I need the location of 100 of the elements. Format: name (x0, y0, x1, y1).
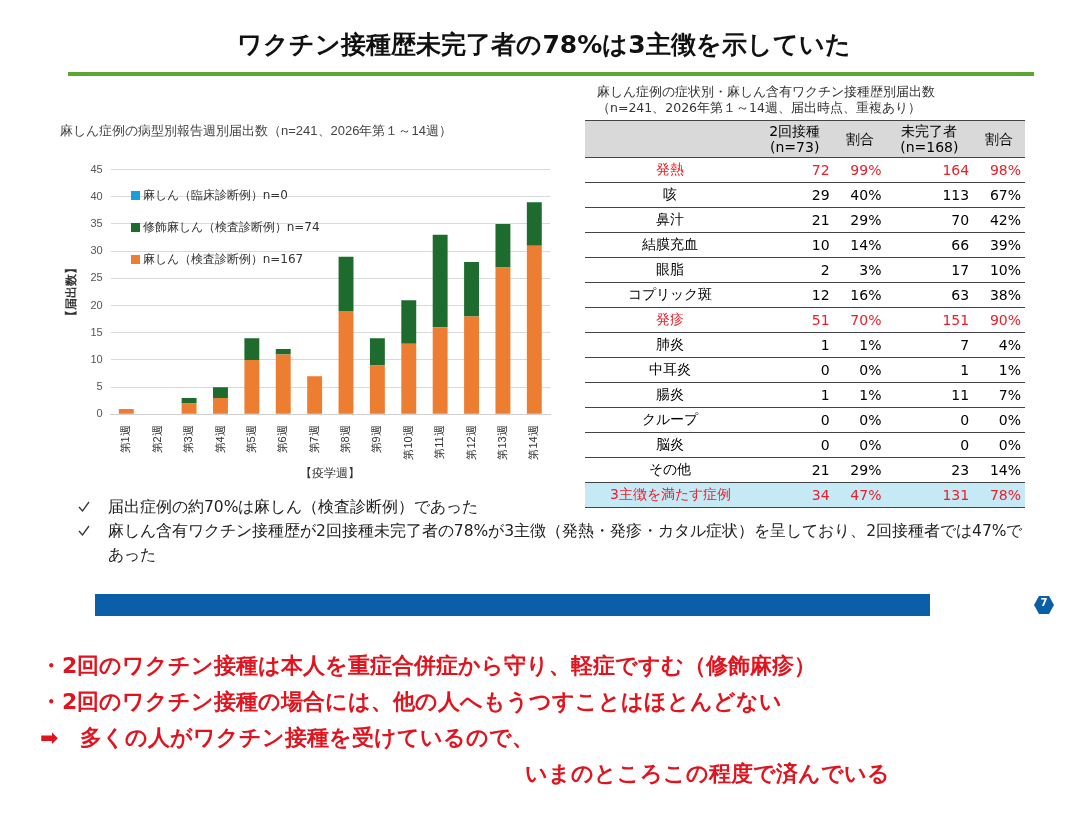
bar (275, 349, 291, 355)
text: ワクチン接種歴未完了者の78%は3主徴を示していた (236, 29, 852, 61)
text: 29% (850, 212, 882, 228)
category-label: 結膜充血 (642, 236, 699, 252)
text: ・2回のワクチン接種の場合には、他の人へもうつすことはほとんどない (40, 688, 784, 716)
text: 98% (989, 162, 1021, 178)
text: 151 (942, 312, 970, 328)
text: 34 (811, 487, 830, 503)
y-tick-label: 5 (96, 380, 103, 393)
text: ➡ 多くの人がワクチン接種を受けているので、 (40, 724, 536, 752)
text: 70 (951, 212, 970, 228)
text: 38% (989, 287, 1021, 303)
text: 72 (811, 162, 830, 178)
text: 0% (859, 437, 882, 453)
text: 21 (811, 462, 830, 478)
category-label: 咳 (663, 186, 678, 202)
text: 11 (951, 387, 970, 403)
x-tick-label: 第6週 (276, 425, 289, 454)
text: 0 (820, 362, 830, 378)
bar (369, 338, 385, 366)
category-label: クループ (642, 411, 699, 427)
bar (213, 398, 228, 414)
category-label: 発疹 (656, 311, 685, 327)
category-label: 中耳炎 (649, 361, 692, 377)
text: 21 (811, 212, 830, 228)
bar (432, 234, 448, 328)
legend-label: 修飾麻しん（検査診断例）n=74 (142, 219, 320, 237)
legend-label: 麻しん（検査診断例）n=167 (142, 251, 304, 269)
text: 届出症例の約70%は麻しん（検査診断例）であった (108, 498, 479, 516)
x-tick-label: 第12週 (464, 425, 477, 460)
y-tick-label: 10 (90, 353, 103, 365)
bar (118, 408, 134, 414)
text: 1 (820, 387, 830, 403)
x-tick-label: 第7週 (307, 425, 320, 454)
text: 0 (960, 412, 970, 428)
category-label: 2回接種 (n=73) (755, 120, 834, 158)
text: 7 (1039, 597, 1049, 608)
x-tick-label: 第13週 (495, 425, 508, 460)
text: 51 (811, 312, 830, 328)
text: 0 (820, 437, 830, 453)
text: 63 (951, 287, 970, 303)
x-tick-label: 第1週 (119, 425, 132, 454)
text: 2 (820, 262, 830, 278)
bar (244, 338, 260, 360)
bar (464, 262, 479, 317)
text: 67% (989, 187, 1021, 203)
y-axis-title: 【届出数】 (63, 261, 78, 322)
text: 麻しん含有ワクチン接種歴が2回接種未完了者の78%が3主徴（発熱・発疹・カタル症状）を呈しており、2回接種者では47%であった (107, 521, 1024, 566)
text: 29 (811, 187, 830, 203)
category-label: 腸炎 (656, 386, 685, 402)
text: 0% (998, 437, 1021, 453)
bar (244, 359, 260, 414)
bar (307, 376, 323, 414)
y-tick-label: 0 (96, 407, 103, 420)
bar (369, 365, 385, 414)
text: ・2回のワクチン接種は本人を重症合併症から守り、軽症ですむ（修飾麻疹） (40, 652, 818, 680)
x-tick-label: 第4週 (213, 425, 226, 454)
text: 29% (850, 462, 882, 478)
text: 7% (998, 387, 1021, 403)
text: 10 (811, 237, 830, 253)
x-axis-title: 【疫学週】 (300, 466, 361, 481)
y-tick-label: 35 (90, 217, 103, 230)
y-tick-label: 15 (90, 325, 103, 338)
category-label: コプリック斑 (628, 286, 713, 302)
x-tick-label: 第14週 (527, 425, 540, 460)
text: 78% (989, 487, 1021, 503)
text: 0% (859, 412, 882, 428)
bar (495, 223, 511, 268)
text: 4% (998, 337, 1021, 353)
text: 66 (951, 237, 970, 253)
text: 0% (998, 412, 1021, 428)
text: （n=241、2026年第１～14週、届出時点、重複あり） (596, 100, 922, 116)
x-tick-label: 第2週 (150, 425, 163, 454)
chart-title: 麻しん症例の病型別報告週別届出数（n=241、2026年第１～14週） (60, 123, 452, 139)
text: 3% (859, 262, 882, 278)
x-tick-label: 第5週 (244, 425, 257, 454)
legend-label: 麻しん（臨床診断例）n=0 (142, 187, 288, 205)
text: 113 (942, 187, 970, 203)
text: 39% (989, 237, 1021, 253)
category-label: 眼脂 (656, 261, 685, 277)
category-label: 割合 (973, 120, 1025, 158)
bar (464, 316, 479, 414)
category-label: その他 (649, 461, 692, 477)
bar (526, 202, 542, 246)
bar (401, 300, 417, 344)
text: 40% (850, 187, 882, 203)
text: 7 (960, 337, 970, 353)
text: 1% (859, 337, 882, 353)
text: 14% (850, 237, 882, 253)
x-tick-label: 第11週 (433, 425, 446, 459)
text: 90% (989, 312, 1021, 328)
bar (338, 311, 354, 414)
text: 1% (859, 387, 882, 403)
category-label: 脳炎 (656, 436, 685, 452)
bar (526, 245, 542, 414)
category-label: 割合 (833, 120, 886, 158)
x-tick-label: 第8週 (339, 425, 352, 454)
bar (401, 343, 417, 414)
text: 0 (960, 437, 970, 453)
text: 23 (951, 462, 970, 478)
